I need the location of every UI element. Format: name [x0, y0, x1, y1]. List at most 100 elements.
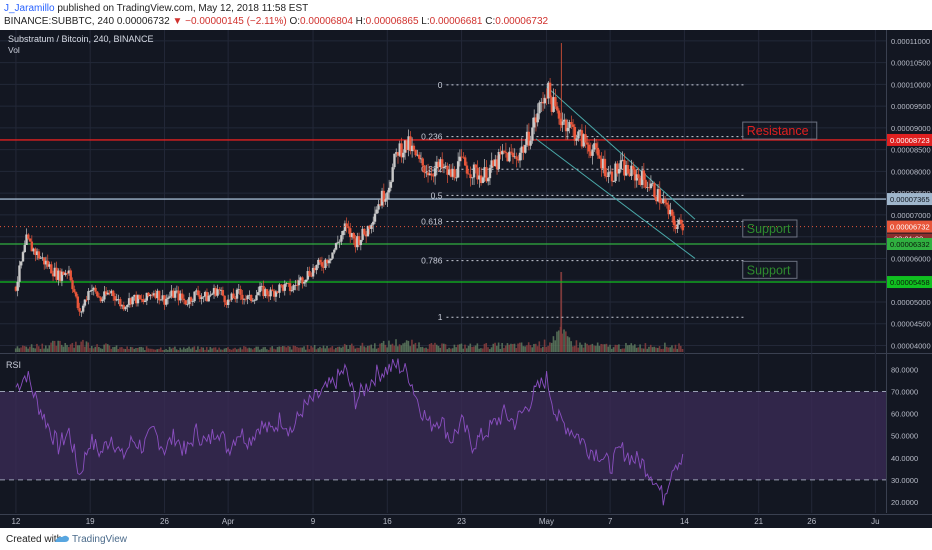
volume-bar: [508, 344, 511, 352]
volume-bar: [301, 347, 304, 352]
volume-bar: [241, 349, 243, 352]
price-tick-label: 0.00005000: [891, 298, 931, 307]
volume-bar: [336, 346, 339, 352]
candle-body: [665, 202, 669, 205]
volume-bar: [193, 346, 196, 352]
volume-bar: [214, 347, 217, 352]
volume-bar: [625, 342, 627, 352]
volume-bar: [250, 348, 252, 352]
candle-body: [478, 175, 481, 180]
candle-body: [515, 156, 518, 160]
candle-body: [439, 159, 442, 168]
volume-bar: [236, 349, 238, 352]
volume-bar: [531, 347, 534, 352]
volume-bar: [205, 347, 208, 352]
candle-body: [391, 167, 394, 182]
volume-bar: [634, 344, 636, 352]
volume-bar: [672, 348, 675, 352]
candle-body: [188, 297, 191, 305]
fib-level-label: 0.382: [421, 164, 443, 174]
publish-line: J_Jaramillo published on TradingView.com…: [4, 3, 308, 14]
time-tick-label: 16: [383, 517, 392, 526]
time-tick-label: 12: [11, 517, 20, 526]
volume-bar: [98, 346, 100, 352]
volume-bar: [83, 346, 86, 352]
volume-bar: [432, 344, 434, 352]
volume-bar: [18, 348, 21, 352]
candle-body: [432, 175, 435, 177]
candle-body: [182, 298, 186, 301]
candle-body: [214, 288, 217, 296]
volume-bar: [435, 344, 438, 352]
candle-body: [619, 160, 623, 170]
volume-bar: [197, 346, 199, 352]
tradingview-brand[interactable]: TradingView: [72, 534, 128, 545]
volume-bar: [560, 272, 563, 352]
symbol-line: BINANCE:SUBBTC, 240: [4, 16, 115, 27]
candle-body: [150, 294, 154, 296]
candle-body: [609, 171, 612, 173]
candle-body: [334, 243, 338, 250]
candle-body: [589, 151, 592, 156]
candle-body: [264, 289, 267, 297]
volume-bar: [221, 349, 224, 352]
candle-body: [458, 156, 462, 162]
candle-body: [488, 167, 492, 179]
candle-body: [138, 295, 141, 299]
candle-body: [211, 293, 214, 295]
volume-bar: [67, 347, 70, 352]
volume-bar: [14, 348, 17, 352]
price-tick-label: 0.00010500: [891, 59, 931, 68]
volume-bar: [619, 349, 622, 352]
volume-bar: [653, 346, 656, 352]
volume-bar: [550, 342, 553, 352]
volume-bar: [342, 346, 344, 352]
candle-body: [506, 152, 509, 162]
volume-bar: [129, 346, 132, 352]
volume-bar: [136, 348, 139, 352]
candle-body: [508, 151, 511, 162]
candle-body: [127, 298, 131, 305]
candle-body: [177, 290, 180, 301]
volume-bar: [75, 341, 77, 352]
candle-body: [225, 302, 228, 306]
candle-body: [412, 145, 416, 150]
volume-bar: [121, 347, 123, 352]
candle-body: [566, 127, 569, 132]
volume-bar: [246, 348, 249, 352]
price-chart[interactable]: 0.00011000 0.00010500 0.00010000 0.00009500…: [0, 30, 932, 528]
candle-body: [318, 259, 322, 263]
volume-bar: [478, 348, 480, 352]
volume-bar: [273, 348, 275, 352]
volume-bar: [343, 343, 346, 352]
candle-body: [518, 152, 522, 161]
candle-body: [428, 173, 432, 176]
candle-body: [87, 291, 90, 300]
candle-body: [511, 152, 515, 157]
volume-bar: [396, 346, 399, 352]
author-link[interactable]: J_Jaramillo: [4, 3, 55, 14]
volume-bar: [255, 346, 258, 352]
volume-bar: [248, 347, 250, 352]
candle-body: [646, 187, 649, 188]
volume-bar: [46, 348, 49, 352]
volume-bar: [656, 347, 659, 352]
volume-bar: [243, 346, 245, 352]
candle-body: [108, 292, 111, 294]
volume-bar: [430, 343, 433, 352]
candle-body: [196, 290, 200, 296]
volume-bar: [641, 348, 643, 352]
volume-bar: [179, 347, 182, 352]
candle-body: [476, 167, 479, 180]
volume-bar: [586, 343, 588, 352]
volume-bar: [105, 343, 107, 352]
volume-bar: [78, 345, 81, 352]
volume-bar: [375, 348, 378, 352]
candle-body: [485, 167, 488, 182]
volume-bar: [329, 347, 332, 352]
candle-body: [80, 311, 83, 313]
candle-body: [147, 292, 150, 297]
volume-bar: [359, 345, 362, 352]
candle-body: [658, 189, 661, 203]
volume-bar: [524, 346, 526, 352]
